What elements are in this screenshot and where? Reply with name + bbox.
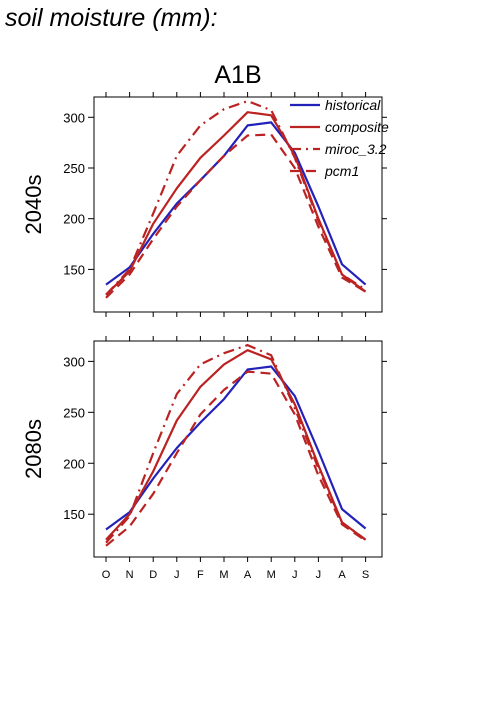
y-tick-label: 300 <box>63 354 85 369</box>
x-tick-label: J <box>292 569 298 581</box>
series-line-miroc-3-2 <box>105 344 367 544</box>
legend-label: composite <box>325 119 389 135</box>
x-tick-label: M <box>267 569 276 581</box>
y-tick-label: 300 <box>63 110 85 125</box>
y-tick-label: 150 <box>63 507 85 522</box>
x-tick-label: J <box>316 569 322 581</box>
legend-label: pcm1 <box>324 163 359 179</box>
x-tick-label: A <box>244 569 252 581</box>
x-tick-label: J <box>174 569 180 581</box>
y-tick-label: 200 <box>63 212 85 227</box>
x-tick-label: F <box>197 569 204 581</box>
y-tick-label: 200 <box>63 456 85 471</box>
x-tick-label: A <box>338 569 346 581</box>
series-line-composite <box>105 111 367 296</box>
x-tick-label: O <box>102 569 111 581</box>
series-line-composite <box>105 349 367 541</box>
legend-label: historical <box>325 97 381 113</box>
x-tick-label: N <box>126 569 134 581</box>
y-axis-label: 2080s <box>21 419 46 479</box>
y-axis-label: 2040s <box>21 175 46 235</box>
series-line-historical <box>105 121 367 286</box>
y-tick-label: 250 <box>63 405 85 420</box>
x-tick-label: M <box>219 569 228 581</box>
y-tick-label: 150 <box>63 262 85 277</box>
x-tick-label: D <box>149 569 157 581</box>
plot-frame <box>93 96 383 313</box>
plot-frame <box>93 340 383 558</box>
series-line-pcm1 <box>105 133 367 299</box>
y-tick-label: 250 <box>63 161 85 176</box>
series-line-historical <box>105 365 367 531</box>
legend-label: miroc_3.2 <box>325 141 387 157</box>
page-title: soil moisture (mm): <box>5 4 218 32</box>
series-line-pcm1 <box>105 370 367 547</box>
x-tick-label: S <box>362 569 369 581</box>
chart-title: A1B <box>214 61 261 89</box>
series-line-miroc-3-2 <box>105 99 367 296</box>
